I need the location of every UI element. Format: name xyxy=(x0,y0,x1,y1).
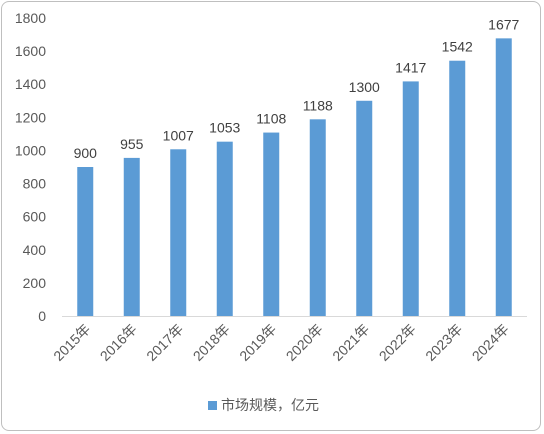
bar xyxy=(309,119,326,316)
x-tick-label: 2020年 xyxy=(283,321,326,364)
y-tick-label: 1800 xyxy=(15,10,46,26)
data-label: 1007 xyxy=(163,127,194,143)
data-label: 1053 xyxy=(209,120,240,136)
bar xyxy=(123,157,140,316)
bar xyxy=(495,38,512,316)
data-labels: 900 955 1007 1053 1108 1188 1300 1417 1542 1677 xyxy=(74,16,520,161)
data-label: 1108 xyxy=(256,111,286,127)
bar xyxy=(263,132,280,316)
y-tick-label: 1600 xyxy=(15,43,46,59)
legend-label: 市场规模，亿元 xyxy=(221,397,319,414)
x-tick-label: 2021年 xyxy=(329,321,372,364)
y-tick-label: 200 xyxy=(23,275,47,291)
bar xyxy=(216,141,233,316)
data-label: 1417 xyxy=(395,59,426,75)
x-tick-label: 2019年 xyxy=(236,321,279,364)
y-tick-label: 400 xyxy=(23,242,47,258)
x-tick-label: 2022年 xyxy=(376,321,419,364)
x-tick-label: 2016年 xyxy=(97,321,140,364)
bar xyxy=(356,100,373,317)
data-label: 1677 xyxy=(488,16,519,32)
bar xyxy=(449,60,466,316)
data-label: 900 xyxy=(74,145,98,161)
y-tick-label: 800 xyxy=(23,176,47,192)
x-tick-label: 2018年 xyxy=(190,321,233,364)
data-label: 1300 xyxy=(349,79,380,95)
data-label: 955 xyxy=(120,136,144,152)
legend: 市场规模，亿元 xyxy=(208,397,319,414)
bars xyxy=(77,38,512,317)
bar xyxy=(170,149,187,316)
x-tick-label: 2015年 xyxy=(50,321,93,364)
bar xyxy=(402,81,419,316)
x-tick-label: 2024年 xyxy=(469,321,512,364)
x-tick-label: 2023年 xyxy=(422,321,465,364)
data-label: 1188 xyxy=(303,97,333,113)
x-tick-label: 2017年 xyxy=(143,321,186,364)
y-axis-ticks: 0 200 400 600 800 1000 1200 1400 1600 1800 xyxy=(15,10,46,324)
y-tick-label: 1200 xyxy=(15,109,46,125)
y-tick-label: 1400 xyxy=(15,76,46,92)
y-tick-label: 0 xyxy=(38,308,46,324)
y-tick-label: 1000 xyxy=(15,142,46,158)
data-label: 1542 xyxy=(442,39,473,55)
legend-swatch xyxy=(208,401,217,410)
y-tick-label: 600 xyxy=(23,209,47,225)
x-axis-ticks: 2015年 2016年 2017年 2018年 2019年 2020年 2021年 2022年… xyxy=(50,321,512,364)
bar xyxy=(77,167,94,316)
